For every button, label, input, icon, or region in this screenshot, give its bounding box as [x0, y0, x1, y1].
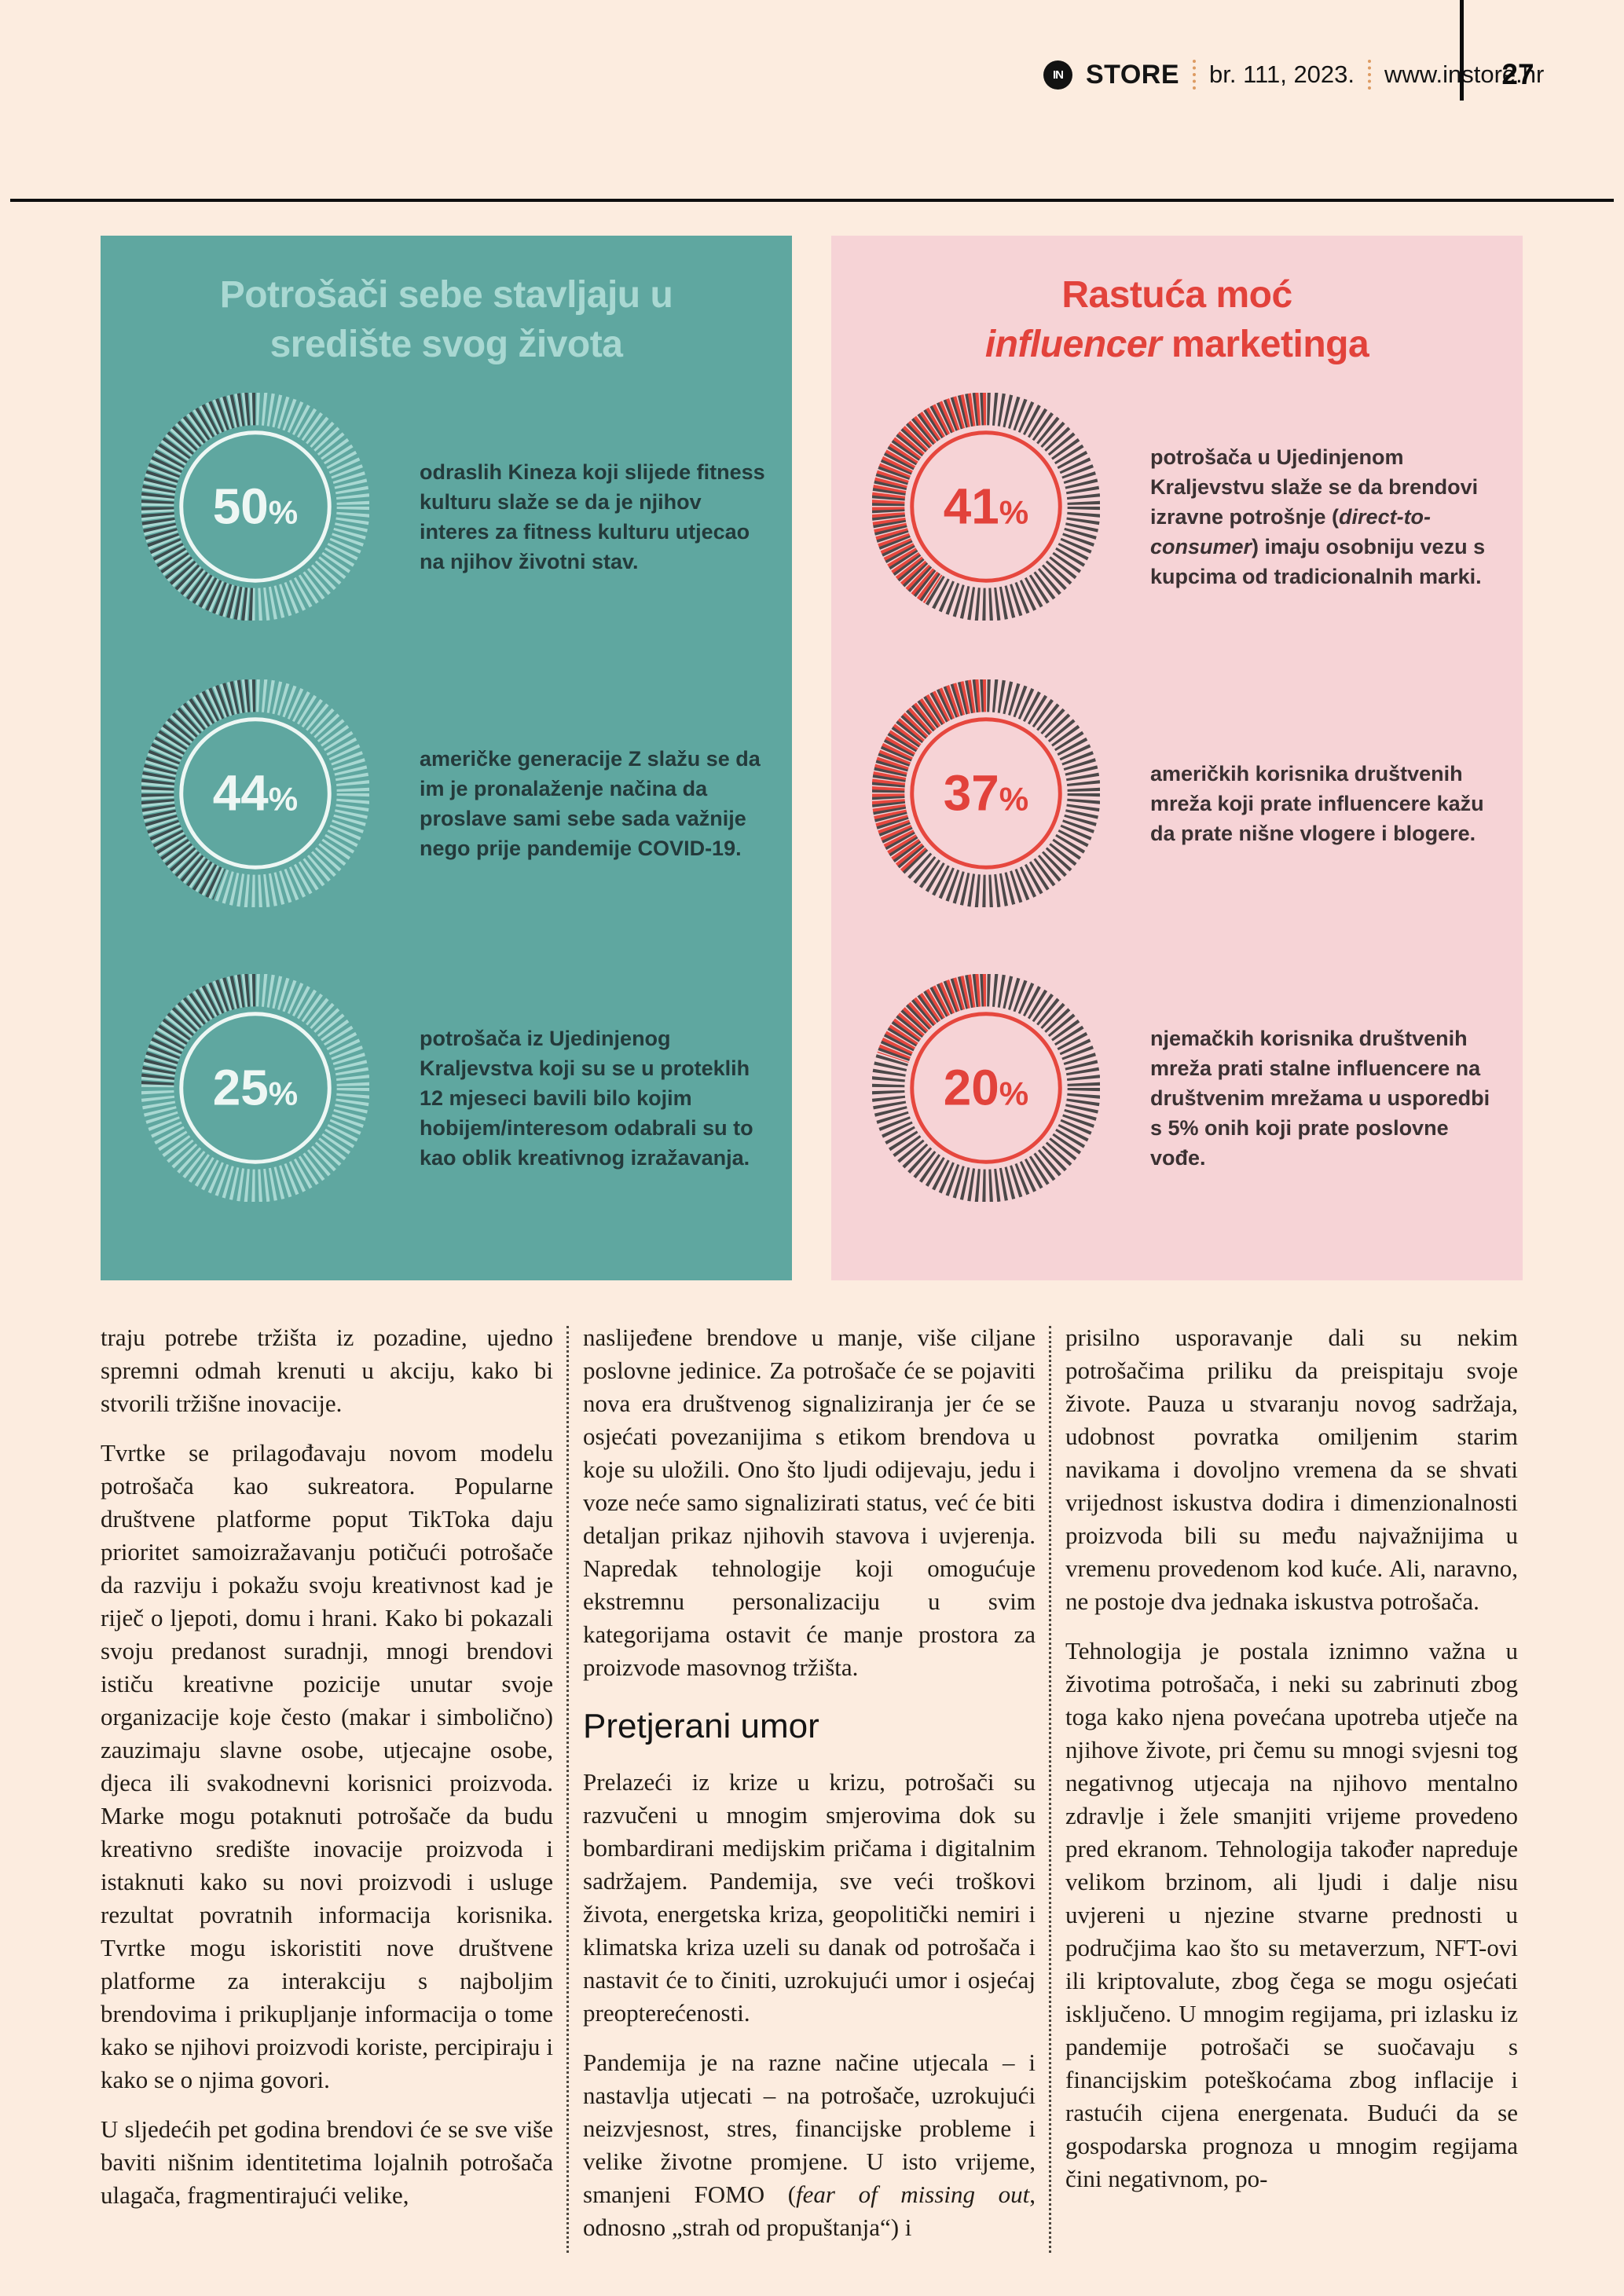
panel-title: Potrošači sebe stavljaju u središte svog…: [101, 270, 792, 369]
donut-chart-50pct: 50%: [141, 393, 369, 621]
header-rule: [10, 199, 1614, 202]
article-paragraph: Tvrtke se prilagođavaju novom modelu pot…: [101, 1437, 553, 2096]
article-paragraph: prisilno usporavanje dali su nekim potro…: [1065, 1321, 1518, 1618]
article-paragraph: traju potrebe tržišta iz pozadine, ujedn…: [101, 1321, 553, 1420]
stat-row: 25% potrošača iz Ujedinjenog Kraljevstva…: [141, 974, 767, 1202]
article-paragraph: Prelazeći iz krize u krizu, potrošači su…: [583, 1766, 1036, 2030]
article-column-3: prisilno usporavanje dali su nekim potro…: [1065, 1321, 1518, 2212]
svg-text:20%: 20%: [944, 1060, 1028, 1116]
text-run: američkih korisnika društvenih mreža koj…: [1150, 762, 1484, 845]
article-body: traju potrebe tržišta iz pozadine, ujedn…: [101, 1321, 1523, 2276]
article-column-2: naslijeđene brendove u manje, više cilja…: [583, 1321, 1036, 2261]
svg-text:37%: 37%: [944, 765, 1028, 822]
logo-monogram: IN: [1053, 68, 1064, 82]
stat-description: američke generacije Z slažu se da im je …: [420, 723, 767, 863]
magazine-name: STORE: [1086, 59, 1180, 90]
panel-title-line: Potrošači sebe stavljaju u: [219, 274, 673, 316]
stat-row: 41% potrošača u Ujedinjenom Kraljevstvu …: [872, 393, 1498, 621]
text-run: njemačkih korisnika društvenih mreža pra…: [1150, 1027, 1490, 1170]
stat-row: 44% američke generacije Z slažu se da im…: [141, 679, 767, 907]
panel-title-line: Rastuća moć: [1061, 274, 1292, 316]
italic-text: fear of missing out: [796, 2181, 1030, 2208]
issue-number: br. 111, 2023.: [1209, 60, 1355, 88]
text-run: potrošača iz Ujedinjenog Kraljevstva koj…: [420, 1027, 753, 1170]
svg-text:25%: 25%: [213, 1060, 298, 1116]
article-paragraph: naslijeđene brendove u manje, više cilja…: [583, 1321, 1036, 1684]
article-paragraph: U sljedećih pet godina brendovi će se sv…: [101, 2113, 553, 2212]
stat-description: američkih korisnika društvenih mreža koj…: [1150, 738, 1498, 848]
section-heading: Pretjerani umor: [583, 1707, 819, 1745]
donut-chart-37pct: 37%: [872, 679, 1100, 907]
svg-text:50%: 50%: [213, 478, 298, 535]
text-run: Pandemija je na razne načine utjecala – …: [583, 2049, 1036, 2208]
panel-title-italic-word: influencer: [984, 324, 1162, 365]
text-run: prisilno usporavanje dali su nekim potro…: [1065, 1324, 1518, 1615]
page-header: IN STORE br. 111, 2023. www.instore.hr: [1043, 57, 1544, 93]
text-run: američke generacije Z slažu se da im je …: [420, 747, 761, 860]
text-run: potrošača u Ujedinjenom Kraljevstvu slaž…: [1150, 445, 1479, 529]
header-dotted-separator: [1368, 60, 1372, 90]
panel-title-line: središte svog života: [269, 324, 623, 365]
stat-description: njemačkih korisnika društvenih mreža pra…: [1150, 1003, 1498, 1173]
text-run: ) imaju osobniju vezu s kupcima od tradi…: [1150, 535, 1486, 588]
article-paragraph: Tehnologija je postala iznimno važna u ž…: [1065, 1635, 1518, 2195]
infographic-panel-influencer: Rastuća moć influencer marketinga 41% po…: [831, 236, 1523, 1280]
article-column-1: traju potrebe tržišta iz pozadine, ujedn…: [101, 1321, 553, 2228]
panel-title-rest: marketinga: [1161, 324, 1369, 365]
stat-description: potrošača iz Ujedinjenog Kraljevstva koj…: [420, 1003, 767, 1173]
italic-text: direct-to-consumer: [1150, 505, 1432, 558]
article-paragraph: Pandemija je na razne načine utjecala – …: [583, 2046, 1036, 2244]
donut-chart-41pct: 41%: [872, 393, 1100, 621]
stat-row: 50% odraslih Kineza koji slijede fitness…: [141, 393, 767, 621]
donut-chart-20pct: 20%: [872, 974, 1100, 1202]
text-run: Tvrtke se prilagođavaju novom modelu pot…: [101, 1439, 553, 2093]
donut-chart-44pct: 44%: [141, 679, 369, 907]
page-number-divider: [1460, 0, 1464, 101]
stat-description: odraslih Kineza koji slijede fitness kul…: [420, 437, 767, 577]
stat-row: 37% američkih korisnika društvenih mreža…: [872, 679, 1498, 907]
website-url: www.instore.hr: [1384, 60, 1545, 88]
text-run: traju potrebe tržišta iz pozadine, ujedn…: [101, 1324, 553, 1417]
text-run: Tehnologija je postala iznimno važna u ž…: [1065, 1637, 1518, 2192]
text-run: U sljedećih pet godina brendovi će se sv…: [101, 2115, 553, 2209]
text-run: Prelazeći iz krize u krizu, potrošači su…: [583, 1768, 1036, 2027]
text-run: , odnosno „strah od propuštanja“) i: [583, 2181, 1036, 2241]
stat-row: 20% njemačkih korisnika društvenih mreža…: [872, 974, 1498, 1202]
header-dotted-separator: [1193, 60, 1197, 90]
panel-title-line: influencer marketinga: [985, 324, 1369, 365]
svg-text:44%: 44%: [213, 765, 298, 822]
text-run: naslijeđene brendove u manje, više cilja…: [583, 1324, 1036, 1681]
svg-text:41%: 41%: [944, 478, 1028, 535]
column-separator: [566, 1326, 569, 2253]
infographic-panel-consumers: Potrošači sebe stavljaju u središte svog…: [101, 236, 792, 1280]
column-separator: [1049, 1326, 1051, 2253]
instore-logo-icon: IN: [1043, 60, 1072, 90]
donut-chart-25pct: 25%: [141, 974, 369, 1202]
page-number: 27: [1501, 58, 1534, 90]
panel-title: Rastuća moć influencer marketinga: [831, 270, 1523, 369]
text-run: odraslih Kineza koji slijede fitness kul…: [420, 460, 765, 573]
stat-description: potrošača u Ujedinjenom Kraljevstvu slaž…: [1150, 422, 1498, 591]
